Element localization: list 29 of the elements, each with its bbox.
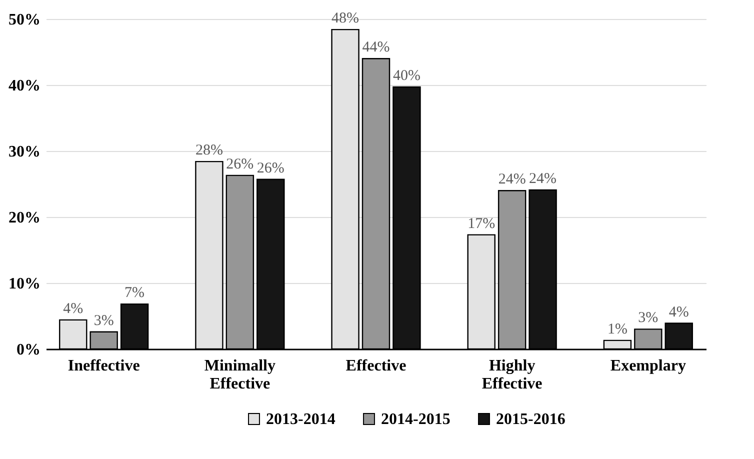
y-tick-label: 40% xyxy=(8,78,40,94)
data-label: 28% xyxy=(195,142,223,159)
x-tick-label: Minimally Effective xyxy=(204,358,276,392)
data-label: 24% xyxy=(529,170,557,187)
data-label: 3% xyxy=(638,310,658,326)
y-tick-label: 0% xyxy=(16,342,40,358)
data-label: 17% xyxy=(468,216,496,232)
data-label: 44% xyxy=(362,40,390,56)
x-tick-label: Ineffective xyxy=(68,358,140,374)
y-tick-label: 20% xyxy=(8,210,40,226)
data-label: 1% xyxy=(607,321,628,338)
y-tick-label: 10% xyxy=(8,276,40,292)
legend-label: 2013-2014 xyxy=(266,411,336,428)
data-label: 26% xyxy=(256,160,284,176)
x-tick-label: Effective xyxy=(346,358,406,374)
legend-label: 2014-2015 xyxy=(381,411,450,428)
data-label: 48% xyxy=(332,10,360,27)
data-label: 7% xyxy=(124,285,145,302)
data-label: 4% xyxy=(63,300,84,317)
data-label: 26% xyxy=(226,156,254,172)
y-tick-label: 30% xyxy=(8,144,40,160)
y-tick-label: 50% xyxy=(8,12,40,28)
x-tick-label: Exemplary xyxy=(610,358,686,374)
data-label: 24% xyxy=(498,172,526,188)
data-label: 4% xyxy=(668,304,689,320)
x-tick-label: Highly Effective xyxy=(482,358,542,392)
data-label: 40% xyxy=(392,68,420,84)
legend-label: 2015-2016 xyxy=(496,411,566,428)
data-label: 3% xyxy=(94,312,114,329)
